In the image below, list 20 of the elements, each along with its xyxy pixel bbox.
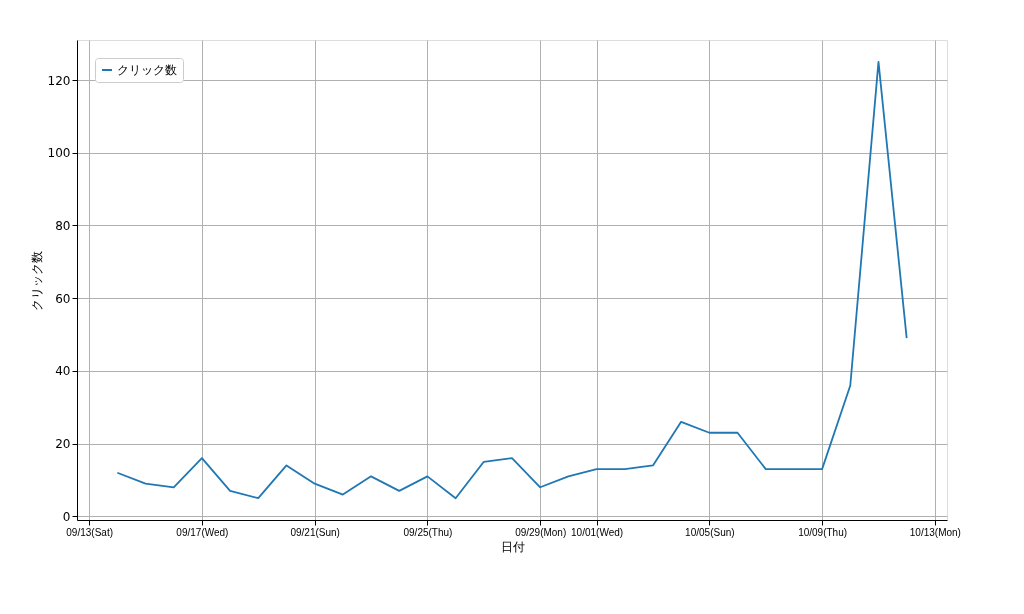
legend-label: クリック数 — [117, 63, 177, 77]
y-tick-label: 100 — [47, 146, 71, 161]
x-tick-label: 09/25(Thu) — [403, 526, 453, 538]
x-tick-label: 10/13(Mon) — [909, 526, 961, 538]
x-tick-label: 10/01(Wed) — [571, 526, 624, 538]
line-series — [116, 60, 908, 500]
y-tick-label: 0 — [62, 509, 71, 524]
y-tick-label: 40 — [55, 364, 71, 379]
y-tick-label: 60 — [55, 291, 71, 306]
x-tick-label: 09/29(Mon) — [515, 526, 567, 538]
y-tick-label: 80 — [55, 218, 71, 233]
x-tick-label: 10/05(Sun) — [685, 526, 735, 538]
y-axis-title: クリック数 — [29, 250, 44, 311]
x-tick-label: 09/17(Wed) — [176, 526, 229, 538]
x-tick-label: 10/09(Thu) — [798, 526, 848, 538]
x-axis-title: 日付 — [500, 539, 525, 554]
y-tick-label: 20 — [55, 437, 71, 452]
x-tick-label: 09/21(Sun) — [290, 526, 340, 538]
x-tick-label: 09/13(Sat) — [66, 526, 113, 538]
y-tick-label: 120 — [47, 73, 71, 88]
